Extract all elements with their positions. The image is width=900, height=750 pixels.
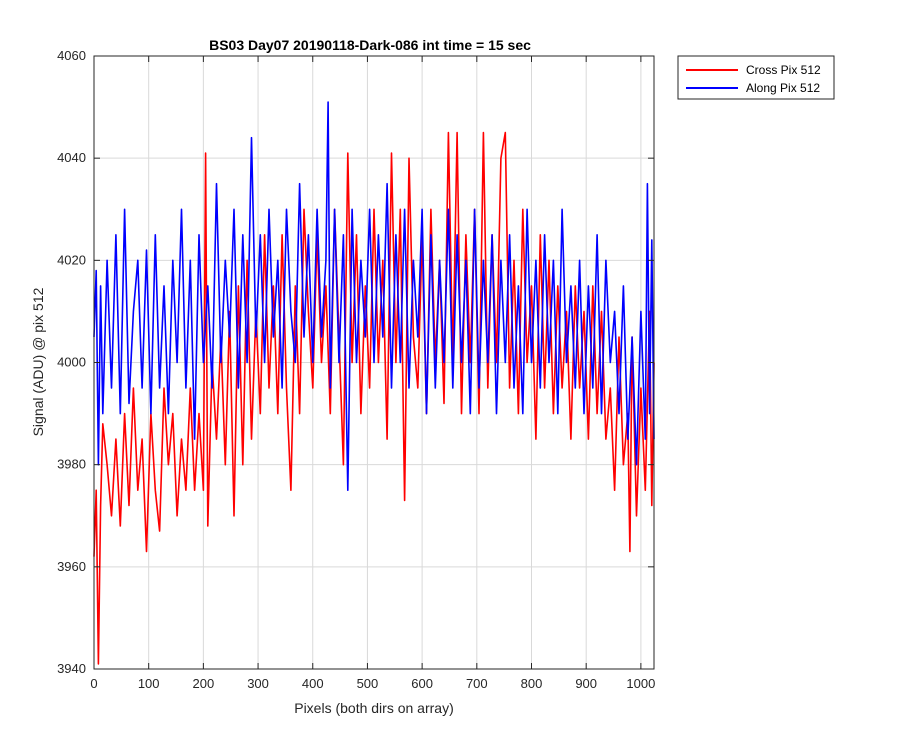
x-tick-label: 100	[138, 676, 160, 691]
series-line-along-pix	[93, 101, 655, 492]
data-series	[93, 101, 655, 665]
legend: Cross Pix 512 Along Pix 512	[677, 55, 835, 100]
x-tick-label: 800	[521, 676, 543, 691]
chart-title: BS03 Day07 20190118-Dark-086 int time = …	[209, 37, 531, 53]
y-tick-label: 4040	[57, 150, 86, 165]
x-tick-label: 400	[302, 676, 324, 691]
y-tick-label: 3940	[57, 661, 86, 676]
y-tick-label: 4000	[57, 355, 86, 370]
legend-box	[677, 55, 835, 100]
x-tick-label: 900	[575, 676, 597, 691]
x-tick-label: 700	[466, 676, 488, 691]
x-tick-label: 0	[90, 676, 97, 691]
axis-ticks: 0 100 200 300 400 500 600 700 800 900 1000 3940 3960…	[57, 48, 655, 691]
y-tick-label: 4020	[57, 252, 86, 267]
y-tick-label: 3980	[57, 457, 86, 472]
legend-label-cross: Cross Pix 512	[746, 63, 821, 77]
x-axis-label: Pixels (both dirs on array)	[294, 700, 454, 716]
x-tick-label: 600	[411, 676, 433, 691]
y-tick-label: 3960	[57, 559, 86, 574]
x-tick-label: 1000	[626, 676, 655, 691]
x-tick-label: 500	[357, 676, 379, 691]
y-tick-label: 4060	[57, 48, 86, 63]
x-tick-label: 300	[247, 676, 269, 691]
y-axis-label: Signal (ADU) @ pix 512	[30, 287, 46, 436]
legend-label-along: Along Pix 512	[746, 81, 820, 95]
x-tick-label: 200	[193, 676, 215, 691]
